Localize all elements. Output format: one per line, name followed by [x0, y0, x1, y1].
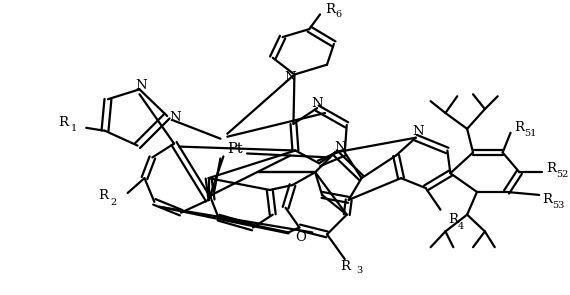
Text: N: N [412, 125, 424, 138]
Text: 3: 3 [357, 266, 363, 276]
Text: R: R [542, 193, 552, 206]
Text: N: N [169, 112, 181, 124]
Text: R: R [340, 260, 350, 273]
Text: N: N [284, 71, 296, 84]
Text: R: R [59, 117, 68, 130]
Text: Pt: Pt [227, 142, 243, 155]
Text: O: O [295, 231, 306, 244]
Text: 51: 51 [524, 129, 537, 138]
Text: 53: 53 [552, 201, 564, 210]
Text: R: R [546, 162, 556, 175]
Text: N: N [334, 141, 345, 154]
Text: R: R [515, 121, 524, 134]
Text: 6: 6 [335, 10, 341, 19]
Text: 52: 52 [556, 170, 568, 179]
Text: R: R [325, 3, 335, 16]
Text: 1: 1 [71, 124, 77, 133]
Text: R: R [449, 213, 458, 226]
Text: N: N [311, 97, 323, 110]
Text: R: R [98, 189, 108, 202]
Text: 4: 4 [458, 222, 465, 231]
Text: 2: 2 [110, 198, 116, 207]
Text: N: N [136, 79, 147, 92]
